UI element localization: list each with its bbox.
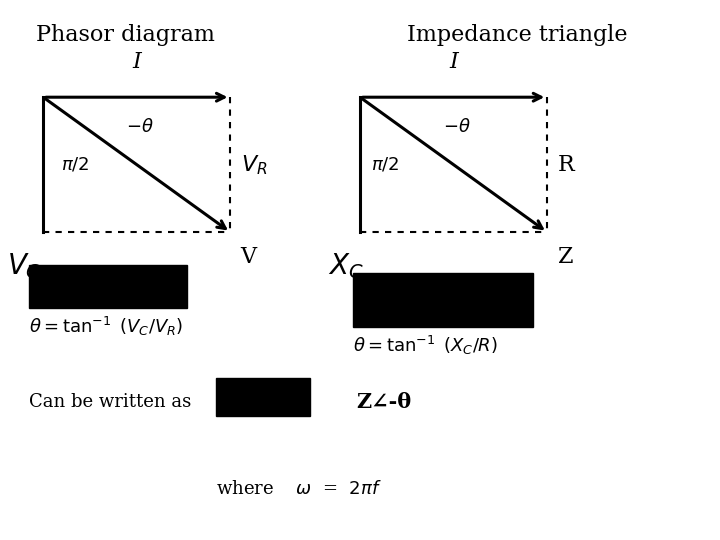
- Text: where    $\omega$  =  $2\pi f$: where $\omega$ = $2\pi f$: [216, 480, 382, 498]
- Bar: [216, 378, 310, 416]
- Text: $V_R$: $V_R$: [241, 153, 268, 177]
- Text: I: I: [449, 51, 458, 73]
- Text: $-\theta$: $-\theta$: [443, 118, 471, 136]
- Text: $\pi/2$: $\pi/2$: [61, 156, 89, 174]
- Bar: [353, 273, 533, 327]
- Text: Can be written as: Can be written as: [29, 393, 191, 411]
- Text: $\theta = \tan^{-1}\ (X_C/R)$: $\theta = \tan^{-1}\ (X_C/R)$: [353, 334, 498, 357]
- Text: Impedance triangle: Impedance triangle: [407, 24, 627, 46]
- Text: R: R: [558, 154, 575, 176]
- Text: $\theta = \tan^{-1}\ (V_C/V_R)$: $\theta = \tan^{-1}\ (V_C/V_R)$: [29, 315, 183, 338]
- Text: Z∠-θ: Z∠-θ: [356, 392, 412, 413]
- Text: Z: Z: [558, 246, 574, 268]
- Text: $-\theta$: $-\theta$: [126, 118, 154, 136]
- Text: V: V: [240, 246, 256, 268]
- Text: $X_C$: $X_C$: [328, 251, 364, 281]
- Bar: [29, 265, 187, 308]
- Text: I: I: [132, 51, 141, 73]
- Text: Phasor diagram: Phasor diagram: [36, 24, 215, 46]
- Text: $\pi/2$: $\pi/2$: [371, 156, 399, 174]
- Text: $V_C$: $V_C$: [7, 251, 42, 281]
